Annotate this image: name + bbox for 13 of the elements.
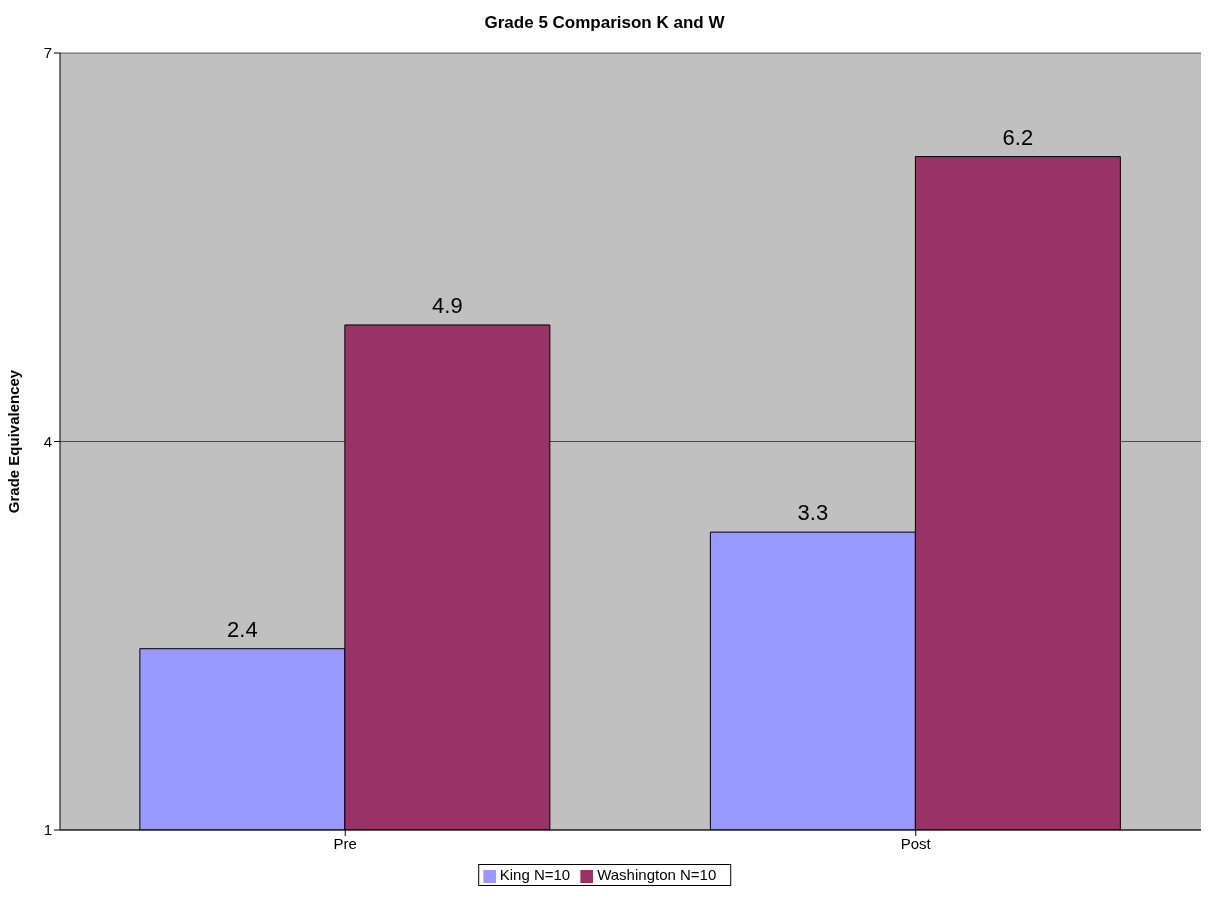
y-axis-title: Grade Equivalencey [5,369,23,514]
legend-label: King N=10 [499,866,571,883]
y-tick-label: 4 [43,432,52,450]
y-tick-label: 1 [43,821,52,839]
legend-label: Washington N=10 [597,866,717,883]
x-tick-label: Post [900,834,932,852]
chart-title: Grade 5 Comparison K and W [483,12,726,34]
data-label: 2.4 [227,616,258,642]
x-tick-label: Pre [333,834,357,852]
y-tick-label: 7 [43,44,52,62]
data-label: 4.9 [432,292,463,318]
data-label: 6.2 [1002,124,1034,150]
data-label: 3.3 [797,500,829,526]
